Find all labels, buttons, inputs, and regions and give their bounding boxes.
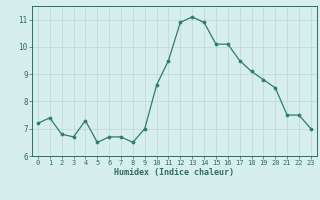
X-axis label: Humidex (Indice chaleur): Humidex (Indice chaleur) (115, 168, 234, 177)
